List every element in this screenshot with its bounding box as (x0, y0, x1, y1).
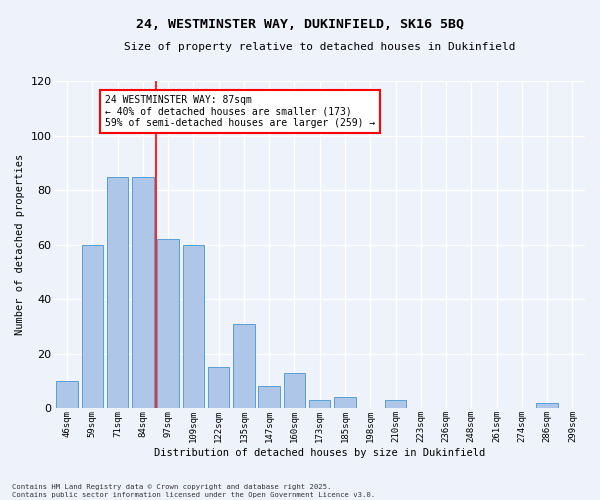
X-axis label: Distribution of detached houses by size in Dukinfield: Distribution of detached houses by size … (154, 448, 485, 458)
Bar (536, 403, 558, 408)
Bar (309, 400, 331, 408)
Bar (182, 244, 204, 408)
Text: Contains HM Land Registry data © Crown copyright and database right 2025.
Contai: Contains HM Land Registry data © Crown c… (12, 484, 375, 498)
Bar (157, 239, 179, 408)
Bar (233, 324, 254, 408)
Bar (284, 373, 305, 408)
Title: Size of property relative to detached houses in Dukinfield: Size of property relative to detached ho… (124, 42, 515, 52)
Bar (208, 368, 229, 408)
Y-axis label: Number of detached properties: Number of detached properties (15, 154, 25, 336)
Bar (82, 244, 103, 408)
Bar (334, 398, 356, 408)
Bar (56, 381, 78, 408)
Bar (259, 386, 280, 408)
Bar (132, 176, 154, 408)
Bar (385, 400, 406, 408)
Bar (107, 176, 128, 408)
Text: 24 WESTMINSTER WAY: 87sqm
← 40% of detached houses are smaller (173)
59% of semi: 24 WESTMINSTER WAY: 87sqm ← 40% of detac… (105, 94, 375, 128)
Text: 24, WESTMINSTER WAY, DUKINFIELD, SK16 5BQ: 24, WESTMINSTER WAY, DUKINFIELD, SK16 5B… (136, 18, 464, 30)
